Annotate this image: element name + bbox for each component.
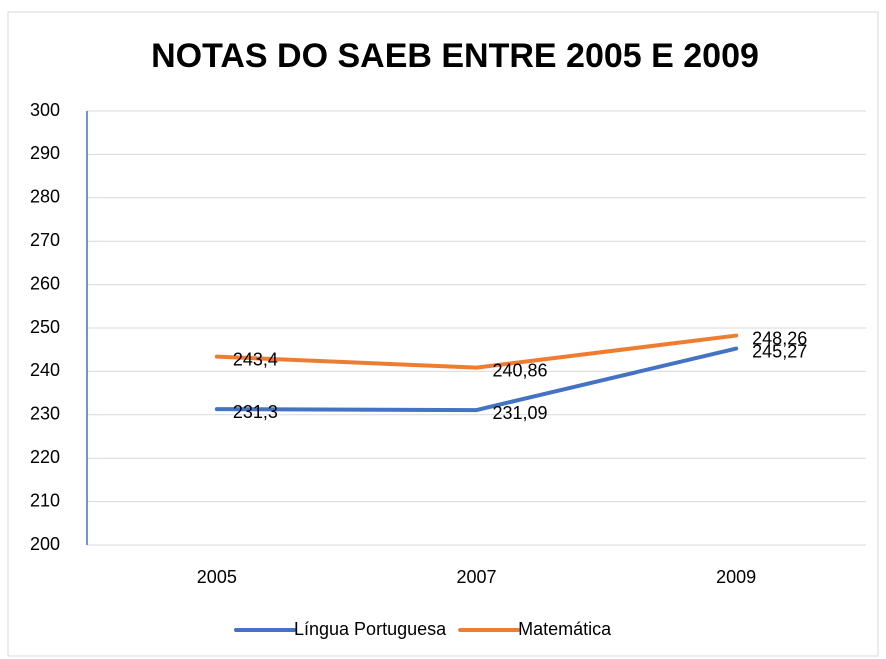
y-tick-label: 220 [30,447,60,467]
x-tick-label: 2009 [716,567,756,587]
legend-label: Língua Portuguesa [294,619,447,639]
y-tick-label: 210 [30,490,60,510]
x-tick-label: 2007 [456,567,496,587]
x-tick-label: 2005 [197,567,237,587]
y-tick-label: 250 [30,317,60,337]
chart-title: NOTAS DO SAEB ENTRE 2005 E 2009 [151,37,759,75]
data-label: 248,26 [752,328,807,348]
line [214,346,739,413]
data-label: 245,27 [752,341,807,361]
data-label: 243,4 [233,349,278,369]
data-label: 231,09 [493,403,548,423]
line [214,333,739,370]
y-tick-label: 200 [30,534,60,554]
y-tick-label: 260 [30,273,60,293]
chart-border [7,11,879,657]
legend-label: Matemática [518,619,612,639]
data-label: 240,86 [493,360,548,380]
y-tick-label: 240 [30,360,60,380]
y-tick-label: 230 [30,404,60,424]
y-tick-label: 290 [30,143,60,163]
data-label: 231,3 [233,402,278,422]
y-tick-label: 300 [30,100,60,120]
y-tick-label: 280 [30,187,60,207]
y-tick-label: 270 [30,230,60,250]
